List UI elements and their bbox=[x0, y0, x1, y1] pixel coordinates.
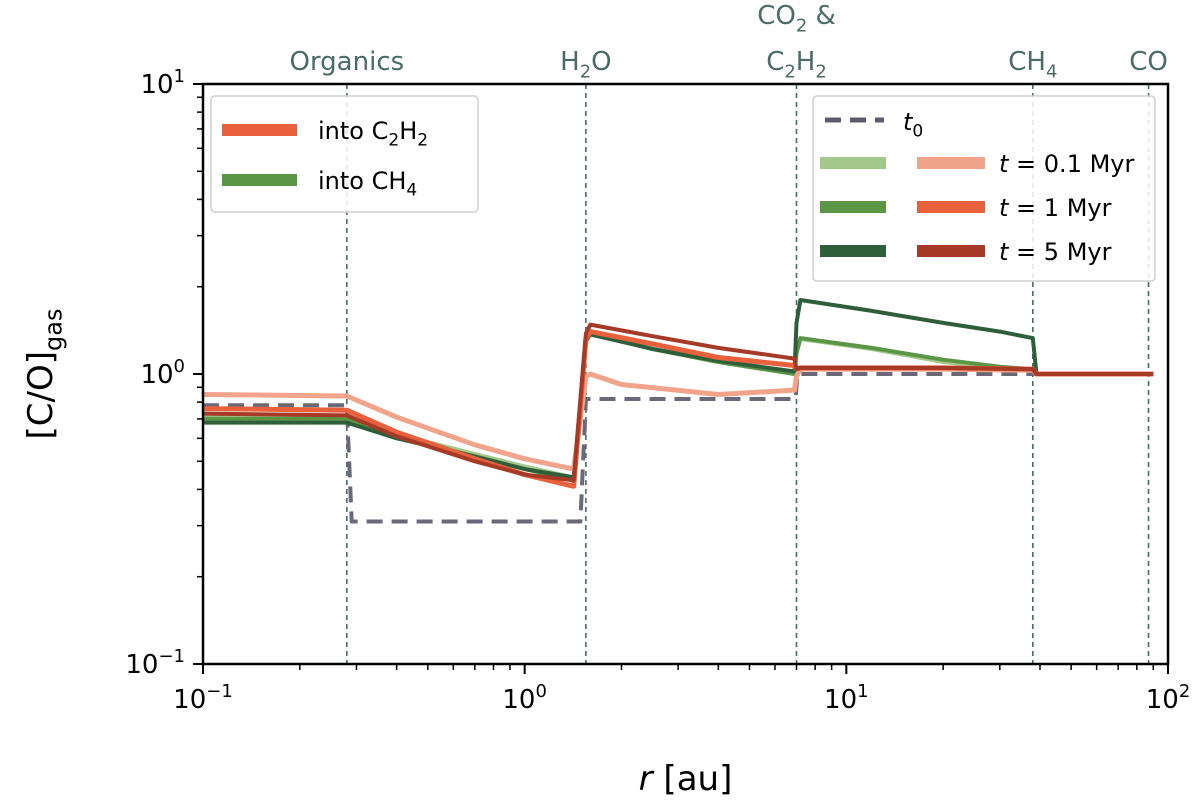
series-line-3 bbox=[203, 298, 1154, 480]
y-axis-title: [C/O]gas bbox=[21, 309, 68, 440]
series-line-6 bbox=[202, 322, 1154, 483]
snowline-label-4-0: CO bbox=[1129, 47, 1168, 77]
x-tick-label-0: 10−1 bbox=[173, 681, 233, 715]
legend-t0-label: t0 bbox=[903, 108, 923, 142]
x-axis-title: r [au] bbox=[639, 759, 733, 799]
x-tick-label-3: 102 bbox=[1146, 681, 1191, 715]
legend-left-label-1: into CH4 bbox=[318, 167, 417, 201]
snowline-label-3-0: CH4 bbox=[1008, 47, 1057, 82]
legend-right-label-2: t = 5 Myr bbox=[999, 238, 1112, 266]
snowline-label-1-0: H2O bbox=[560, 47, 611, 82]
series-layer bbox=[202, 298, 1154, 524]
snowline-label-0-0: Organics bbox=[289, 47, 404, 77]
snowline-label-2-1: C2H2 bbox=[766, 47, 827, 82]
legend-layer: into C2H2 into CH4 t0 t = 0.1 Myr t = 1 Myr t… bbox=[210, 95, 1156, 282]
axes-layer: 10−1 100 101 102 10−1 100 101 r [au] [C/O]gas bbox=[21, 66, 1190, 799]
legend-right-label-0: t = 0.1 Myr bbox=[999, 150, 1134, 178]
legend-right-frame bbox=[812, 95, 1156, 282]
x-tick-label-1: 100 bbox=[502, 681, 547, 715]
y-tick-label-1: 100 bbox=[140, 356, 185, 390]
y-tick-label-0: 10−1 bbox=[125, 646, 185, 680]
legend-left-label-0: into C2H2 bbox=[318, 117, 428, 151]
snowline-label-2-0: CO2 & bbox=[757, 1, 836, 36]
y-tick-label-2: 101 bbox=[140, 66, 185, 100]
x-tick-label-2: 101 bbox=[824, 681, 869, 715]
legend-right-label-1: t = 1 Myr bbox=[999, 194, 1112, 222]
